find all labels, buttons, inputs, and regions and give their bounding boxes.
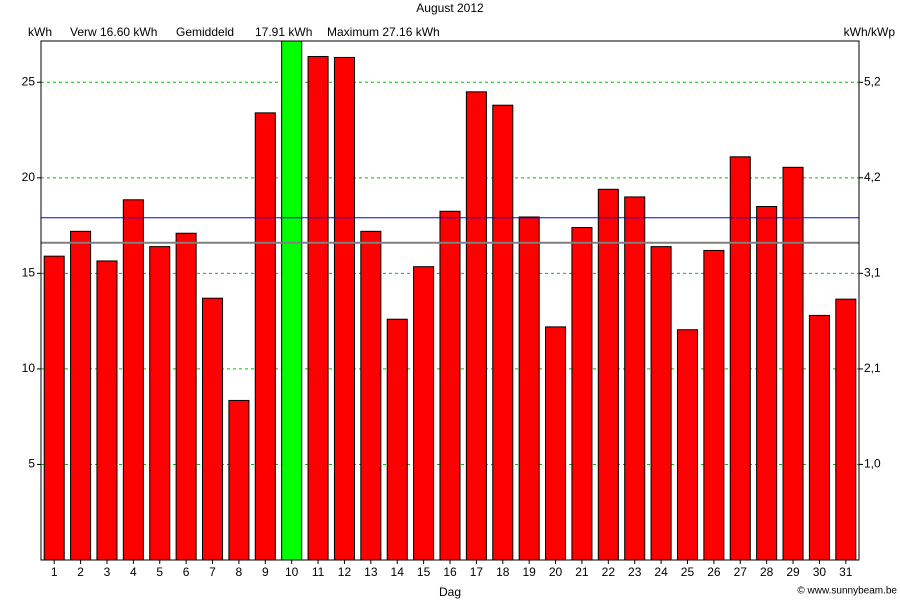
bar	[545, 326, 567, 561]
maximum-label: Maximum 27.16 kWh	[327, 25, 440, 39]
bar	[307, 55, 329, 561]
bar	[70, 230, 92, 561]
y-tick-label: 10	[22, 361, 36, 375]
bar	[676, 329, 699, 561]
average-label: 17.91 kWh	[255, 25, 312, 39]
x-tick-label: 13	[364, 565, 378, 579]
bar	[201, 297, 224, 561]
footer: © www.sunnybeam.be	[797, 586, 897, 597]
expected-label: Verw 16.60 kWh	[70, 25, 157, 39]
x-tick-label: 7	[209, 565, 216, 579]
x-tick-label: 22	[602, 565, 616, 579]
y-tick-label: 15	[22, 266, 36, 280]
bar	[756, 205, 778, 561]
bar	[465, 91, 487, 561]
x-tick-label: 1	[51, 565, 58, 579]
x-tick-label: 29	[786, 565, 800, 579]
x-tick-label: 15	[417, 565, 431, 579]
bar	[624, 196, 646, 561]
bar	[175, 232, 197, 561]
bar	[360, 230, 382, 561]
bar	[571, 227, 593, 561]
bar	[650, 246, 672, 561]
bar	[808, 314, 830, 561]
x-tick-label: 18	[496, 565, 510, 579]
x-tick-label: 31	[839, 565, 853, 579]
x-tick-label: 28	[760, 565, 774, 579]
bar	[413, 266, 435, 561]
bar	[703, 249, 725, 561]
bar	[439, 210, 461, 561]
bar	[254, 112, 276, 561]
x-tick-label: 27	[734, 565, 748, 579]
x-tick-label: 24	[654, 565, 668, 579]
bar	[96, 260, 118, 561]
bar	[835, 298, 857, 561]
bar	[43, 255, 65, 561]
x-tick-label: 3	[104, 565, 111, 579]
y2-tick-label: 4,2	[864, 170, 881, 184]
x-tick-label: 4	[130, 565, 137, 579]
bar	[122, 199, 144, 561]
y-axis-label: kWh	[28, 25, 52, 39]
average-name: Gemiddeld	[176, 25, 234, 39]
x-axis-label: Dag	[439, 585, 461, 599]
x-tick-label: 21	[575, 565, 589, 579]
x-tick-label: 19	[522, 565, 536, 579]
y2-tick-label: 1,0	[864, 457, 881, 471]
y-tick-label: 5	[28, 457, 35, 471]
bar	[386, 318, 408, 561]
bar	[281, 40, 303, 561]
chart-title: August 2012	[416, 1, 484, 15]
y2-tick-label: 5,2	[864, 74, 881, 88]
x-tick-label: 23	[628, 565, 642, 579]
y-tick-label: 20	[22, 170, 36, 184]
x-tick-label: 14	[391, 565, 405, 579]
x-tick-label: 10	[285, 565, 299, 579]
bar	[492, 104, 514, 561]
x-tick-label: 2	[77, 565, 84, 579]
x-tick-label: 17	[470, 565, 484, 579]
bar	[333, 56, 355, 561]
x-tick-label: 9	[262, 565, 269, 579]
x-tick-label: 25	[681, 565, 695, 579]
y2-tick-label: 2,1	[864, 361, 881, 375]
x-tick-label: 20	[549, 565, 563, 579]
y-tick-label: 25	[22, 74, 36, 88]
bar	[228, 399, 250, 561]
bar	[518, 216, 540, 561]
x-tick-label: 12	[338, 565, 352, 579]
plot-frame	[40, 40, 860, 561]
bar	[782, 166, 804, 561]
x-tick-label: 11	[312, 565, 325, 579]
x-tick-label: 5	[156, 565, 163, 579]
y2-axis-label: kWh/kWp	[844, 25, 896, 39]
x-tick-label: 30	[813, 565, 827, 579]
bar	[597, 188, 619, 561]
x-tick-label: 6	[183, 565, 190, 579]
bar	[149, 246, 171, 561]
x-tick-label: 8	[236, 565, 243, 579]
x-tick-label: 26	[707, 565, 721, 579]
y2-tick-label: 3,1	[864, 266, 881, 280]
x-tick-label: 16	[443, 565, 457, 579]
